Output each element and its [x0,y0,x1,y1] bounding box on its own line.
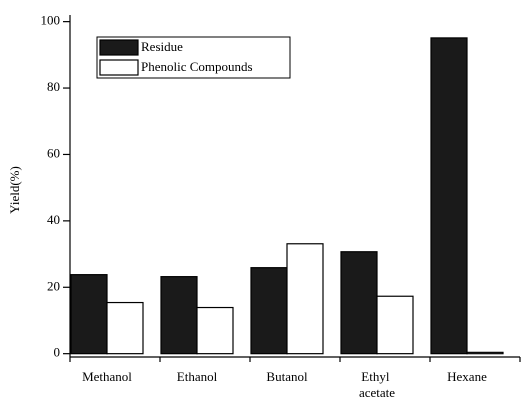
bar [196,306,234,355]
bar [286,243,324,355]
legend-label: Phenolic Compounds [141,59,253,74]
x-tick-label: Ethyl acetate [359,369,395,400]
y-tick-label: 100 [41,13,61,28]
bar [160,276,198,355]
bar [106,301,144,355]
x-tick-label: Ethanol [177,369,218,384]
x-tick-label: Methanol [82,369,132,384]
bar [430,37,468,355]
y-tick-label: 80 [47,79,60,94]
bar [340,251,378,355]
legend-swatch [99,39,139,56]
legend-label: Residue [141,39,183,54]
x-tick-label: Hexane [447,369,487,384]
bar [466,351,504,355]
x-tick-label: Butanol [266,369,308,384]
legend-swatch [99,59,139,76]
y-tick-label: 40 [47,212,60,227]
bar [250,267,288,355]
y-axis-label: Yield(%) [7,166,22,214]
y-tick-label: 0 [54,345,61,360]
y-tick-label: 60 [47,145,60,160]
bar [376,295,414,355]
bar [70,274,108,355]
y-tick-label: 20 [47,278,60,293]
